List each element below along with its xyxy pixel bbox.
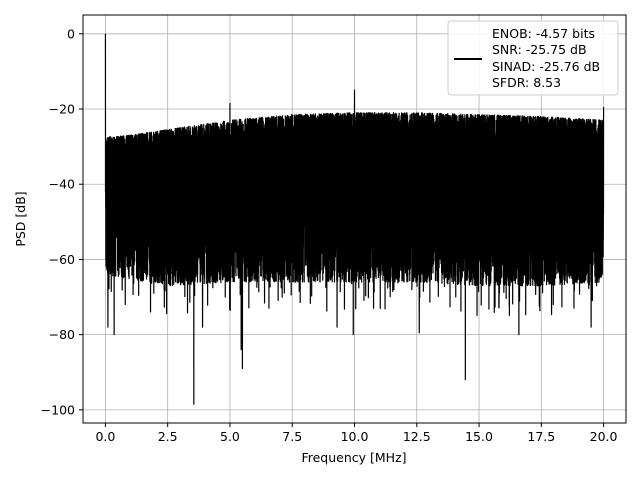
y-tick-label: −20 xyxy=(49,102,75,117)
x-tick-label: 2.5 xyxy=(158,429,178,444)
legend-entry-enob: ENOB: -4.57 bits xyxy=(492,26,595,41)
legend-entry-sinad: SINAD: -25.76 dB xyxy=(492,59,600,74)
legend: ENOB: -4.57 bits SNR: -25.75 dB SINAD: -… xyxy=(447,20,619,96)
x-tick-label: 15.0 xyxy=(465,429,493,444)
legend-entry-snr: SNR: -25.75 dB xyxy=(492,42,587,57)
x-tick-label: 5.0 xyxy=(220,429,240,444)
x-axis-label: Frequency [MHz] xyxy=(301,450,406,465)
y-axis-ticks: 0 −20 −40 −60 −80 −100 xyxy=(41,26,83,417)
x-tick-label: 0.0 xyxy=(95,429,115,444)
y-tick-label: 0 xyxy=(67,26,75,41)
x-axis-ticks: 0.0 2.5 5.0 7.5 10.0 12.5 15.0 17.5 20.0 xyxy=(95,423,618,444)
x-tick-label: 20.0 xyxy=(590,429,618,444)
y-tick-label: −80 xyxy=(49,327,75,342)
x-tick-label: 7.5 xyxy=(282,429,302,444)
y-axis-label: PSD [dB] xyxy=(13,191,28,246)
psd-line xyxy=(104,33,605,405)
psd-series xyxy=(104,33,605,405)
y-tick-label: −100 xyxy=(41,402,75,417)
x-tick-label: 12.5 xyxy=(403,429,431,444)
y-tick-label: −40 xyxy=(49,177,75,192)
legend-box xyxy=(447,20,619,96)
legend-entry-sfdr: SFDR: 8.53 xyxy=(492,75,561,90)
y-tick-label: −60 xyxy=(49,252,75,267)
x-tick-label: 10.0 xyxy=(341,429,369,444)
x-tick-label: 17.5 xyxy=(527,429,555,444)
